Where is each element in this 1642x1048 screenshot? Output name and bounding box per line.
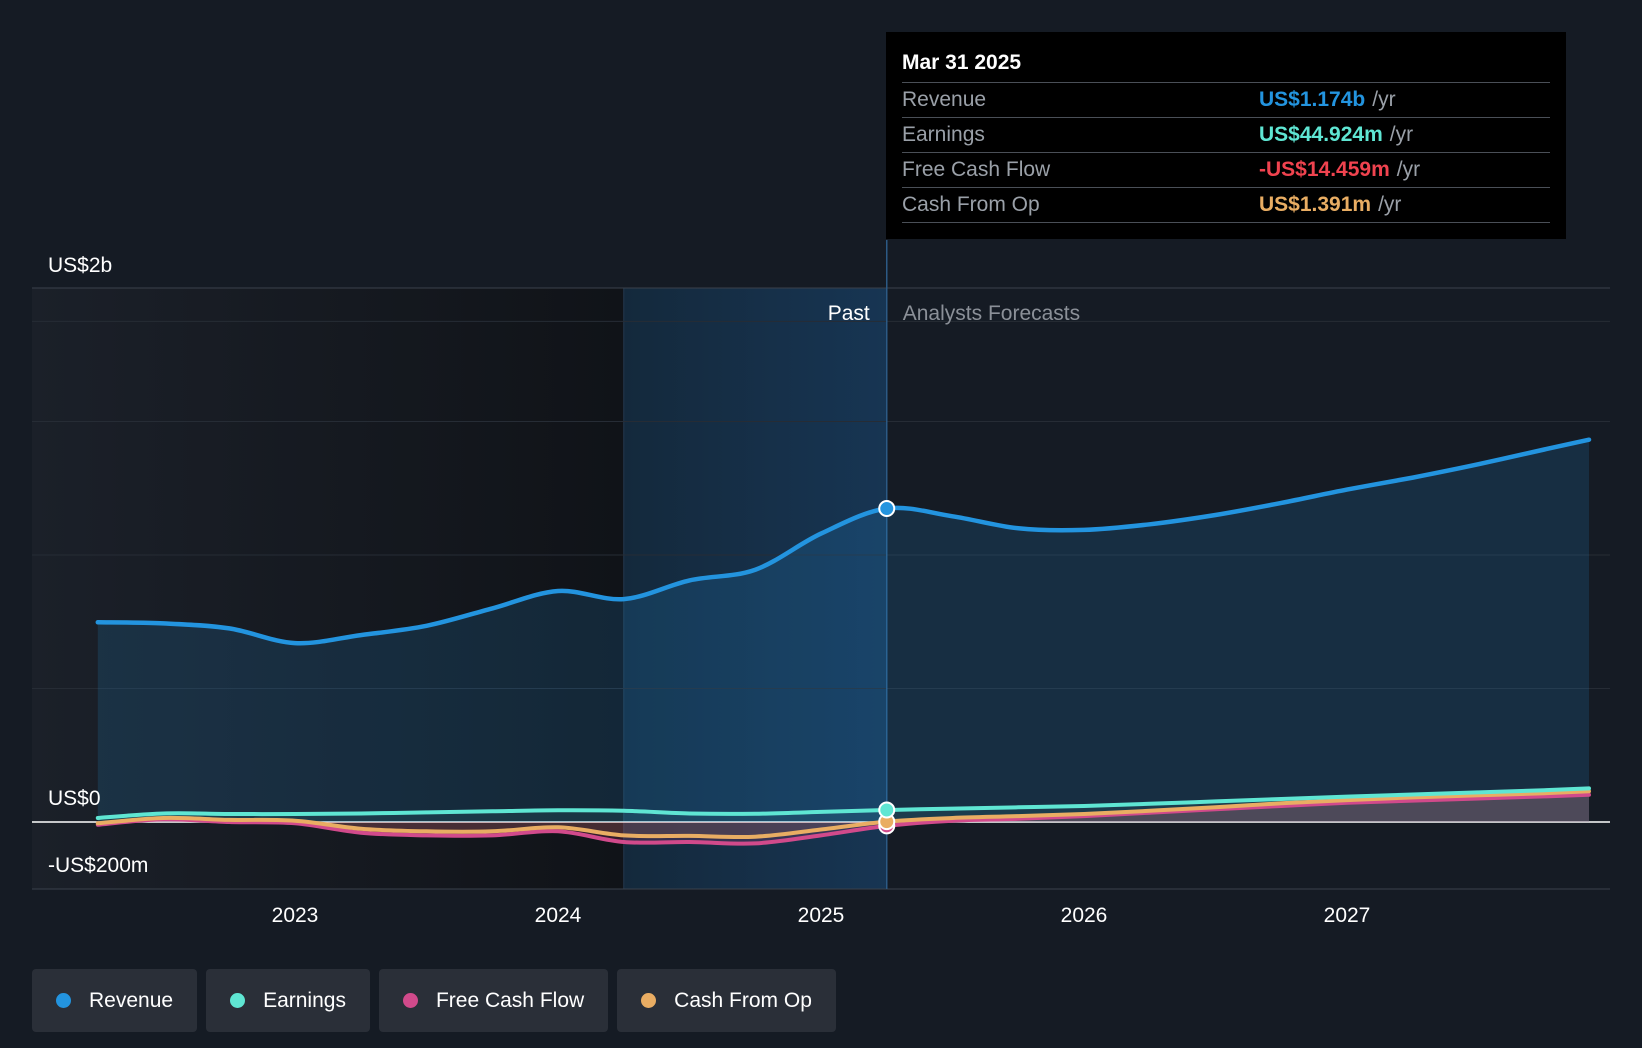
x-tick-label: 2027: [1324, 904, 1371, 927]
tooltip-label: Earnings: [902, 123, 985, 146]
tooltip-value: US$1.174b: [1259, 88, 1366, 111]
tooltip-value: -US$14.459m: [1259, 158, 1390, 181]
x-tick-label: 2023: [272, 904, 319, 927]
legend-label: Revenue: [89, 988, 174, 1012]
y-tick-label: US$2b: [48, 254, 112, 277]
line-revenue: [95, 437, 1592, 646]
legend-label: Earnings: [263, 988, 346, 1012]
legend-dot-icon: [641, 993, 657, 1008]
tooltip-label: Cash From Op: [902, 193, 1040, 216]
legend-item-revenue[interactable]: Revenue: [32, 969, 198, 1032]
x-tick-label: 2024: [535, 904, 582, 927]
tooltip-date: Mar 31 2025: [902, 51, 1022, 74]
tooltip-row-revenue: Revenue US$1.174b /yr: [902, 82, 1550, 117]
y-tick-label: US$0: [48, 787, 101, 810]
past-label: Past: [828, 302, 870, 325]
area-cash-from-op: [97, 791, 1589, 838]
legend-label: Cash From Op: [674, 988, 812, 1012]
tooltip-unit: /yr: [1389, 123, 1414, 146]
tooltip-unit: /yr: [1372, 88, 1396, 111]
x-tick-label: 2026: [1061, 904, 1108, 927]
tooltip-row-cash-from-op: Cash From Op US$1.391m /yr: [902, 187, 1550, 223]
legend-dot-icon: [402, 993, 418, 1008]
tooltip-label: Revenue: [902, 88, 987, 111]
tooltip-unit: /yr: [1378, 193, 1402, 216]
past-region: [32, 288, 624, 889]
tooltip-value: US$1.391m: [1259, 193, 1372, 216]
legend-item-cash-from-op[interactable]: Cash From Op: [617, 969, 836, 1032]
marker-revenue: [878, 500, 896, 518]
marker-earnings: [878, 801, 896, 819]
legend-item-free-cash-flow[interactable]: Free Cash Flow: [378, 969, 609, 1032]
tooltip-row-earnings: Earnings US$44.924m /yr: [902, 117, 1550, 152]
tooltip-unit: /yr: [1396, 158, 1421, 181]
legend: Revenue Earnings Free Cash Flow Cash Fro…: [32, 969, 836, 1032]
tooltip-row-free-cash-flow: Free Cash Flow -US$14.459m /yr: [902, 152, 1550, 187]
chart: US$2b US$0 -US$200m 2023 2024 2025 2026 2027 Pas…: [32, 240, 1610, 927]
tooltip-value: US$44.924m: [1259, 123, 1383, 146]
area-revenue: [97, 439, 1589, 822]
line-cash-from-op: [95, 789, 1591, 840]
x-tick-label: 2025: [798, 904, 845, 927]
line-earnings: [95, 786, 1591, 820]
legend-label: Free Cash Flow: [435, 988, 585, 1012]
tooltip: Mar 31 2025 Revenue US$1.174b /yr Earnin…: [886, 32, 1566, 239]
line-free-cash-flow: [95, 792, 1591, 846]
legend-dot-icon: [56, 993, 71, 1008]
forecast-label: Analysts Forecasts: [903, 302, 1080, 325]
tooltip-label: Free Cash Flow: [902, 158, 1051, 181]
y-tick-label: -US$200m: [48, 854, 148, 877]
legend-dot-icon: [230, 993, 246, 1008]
legend-item-earnings[interactable]: Earnings: [206, 969, 370, 1032]
